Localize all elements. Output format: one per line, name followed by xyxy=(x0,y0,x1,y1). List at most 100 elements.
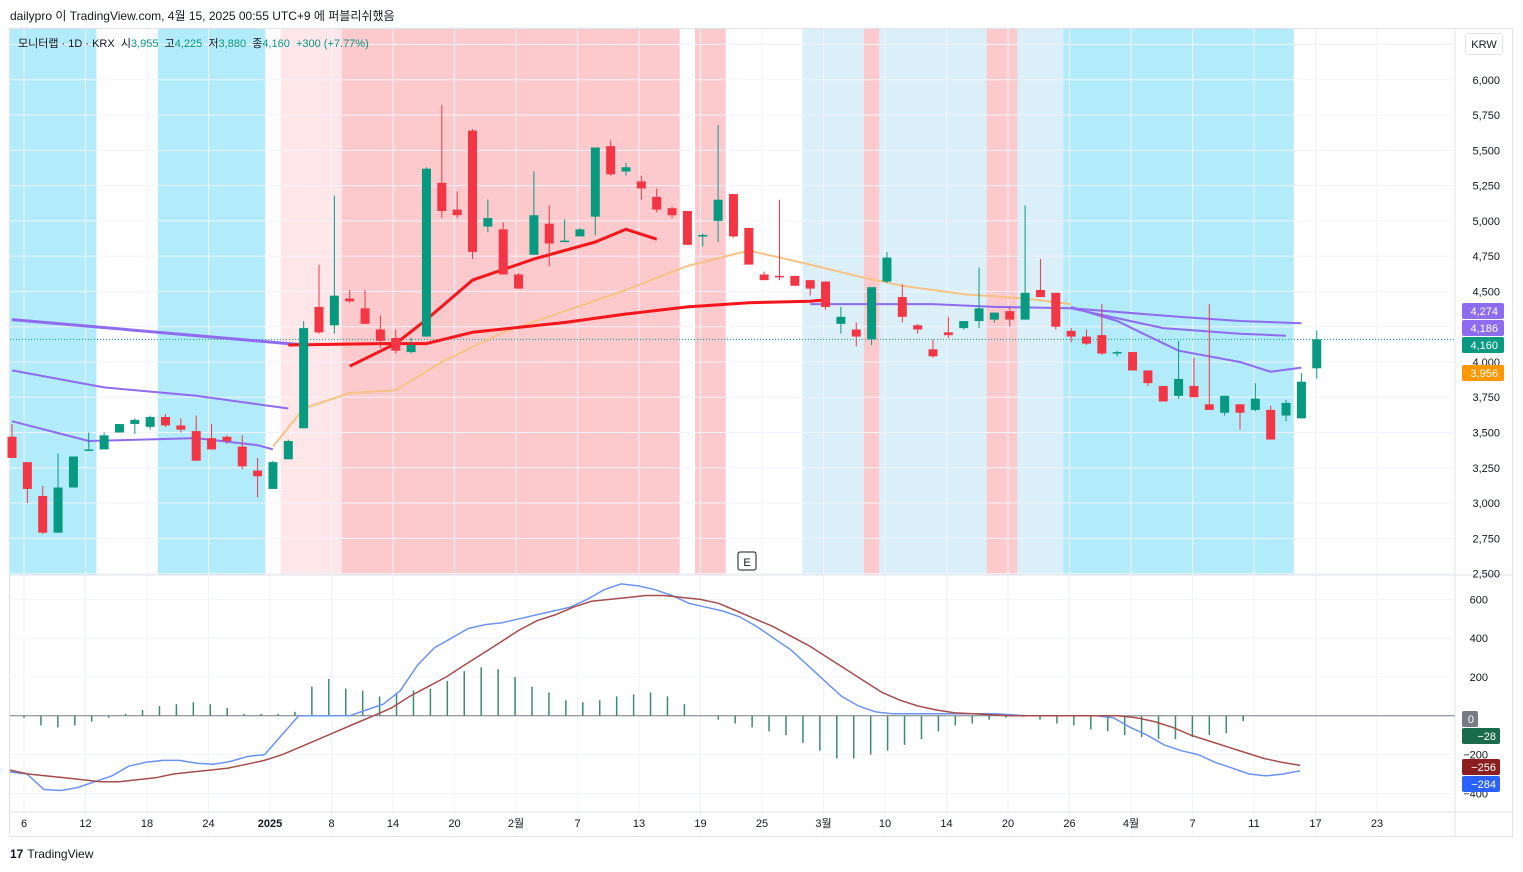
price-tick-label: 3,250 xyxy=(1472,463,1500,475)
high-value: 4,225 xyxy=(174,38,203,50)
earnings-event-marker xyxy=(737,551,757,571)
candle-body xyxy=(1128,352,1138,371)
candle-body xyxy=(53,487,63,533)
moving-average-line-9 xyxy=(1070,307,1287,337)
candle-body xyxy=(1266,409,1276,440)
candle-body xyxy=(1097,335,1107,354)
candle-body xyxy=(1220,395,1230,413)
currency-button[interactable]: KRW xyxy=(1465,33,1503,55)
macd-value-badge xyxy=(1462,728,1500,744)
time-tick-label: 14 xyxy=(387,818,399,830)
price-tick-label: 3,750 xyxy=(1472,392,1500,404)
candle-body xyxy=(974,308,984,322)
candle-body xyxy=(606,146,616,175)
price-tick-label: 5,750 xyxy=(1472,110,1500,122)
price-tick-label: 5,000 xyxy=(1472,216,1500,228)
candle-body xyxy=(867,287,877,340)
moving-average-line-4 xyxy=(288,298,826,347)
candle-body xyxy=(360,308,370,324)
candle-body xyxy=(391,337,401,351)
candle-body xyxy=(698,234,708,237)
background-band-8 xyxy=(986,29,1018,575)
time-tick-label: 3월 xyxy=(815,817,831,830)
candle-body xyxy=(1051,292,1061,327)
macd-pane xyxy=(9,583,1455,792)
earnings-event-label: E xyxy=(743,557,750,569)
candle-body xyxy=(22,462,32,489)
candle-body xyxy=(636,181,646,189)
time-tick-label: 6 xyxy=(21,818,27,830)
candle-body xyxy=(1189,385,1199,398)
macd-tick-label: 200 xyxy=(1470,672,1488,684)
candle-body xyxy=(805,280,815,289)
macd-tick-label: 400 xyxy=(1470,633,1488,645)
candle-body xyxy=(114,424,124,433)
time-tick-label: 23 xyxy=(1371,818,1383,830)
candle-body xyxy=(145,416,155,427)
candle-body xyxy=(299,328,309,429)
time-tick-label: 2025 xyxy=(258,818,282,830)
candle-body xyxy=(452,209,462,216)
time-tick-label: 14 xyxy=(940,818,952,830)
time-tick-label: 10 xyxy=(879,818,891,830)
candle-body xyxy=(314,306,324,333)
candle-body xyxy=(375,329,385,341)
price-tick-label: 3,000 xyxy=(1472,498,1500,510)
candle-body xyxy=(130,419,140,425)
candle-body xyxy=(790,275,800,286)
candle-body xyxy=(682,211,692,245)
brand-name: TradingView xyxy=(27,847,94,861)
price-axis-badge-text: 4,274 xyxy=(1470,306,1498,318)
candle-body xyxy=(498,229,508,275)
background-bands xyxy=(10,29,1294,575)
candle-body xyxy=(943,332,953,336)
candle-body xyxy=(68,456,78,488)
price-tick-label: 4,750 xyxy=(1472,251,1500,263)
candle-body xyxy=(529,215,539,255)
candle-body xyxy=(406,345,416,353)
candle-body xyxy=(775,275,784,278)
macd-value-badge-text: −28 xyxy=(1477,731,1496,743)
candle-body xyxy=(882,257,892,282)
price-axis-badge xyxy=(1462,320,1504,336)
candle-body xyxy=(161,416,170,426)
close-label: 종 xyxy=(252,38,263,50)
tradingview-branding[interactable]: 17 TradingView xyxy=(10,847,93,861)
time-tick-label: 17 xyxy=(1309,818,1321,830)
candle-body xyxy=(713,199,723,221)
candle-body xyxy=(851,329,861,337)
background-band-7 xyxy=(879,29,1003,575)
open-value: 3,955 xyxy=(130,38,159,50)
signal-line xyxy=(9,594,1301,783)
macd-value-badge xyxy=(1462,776,1500,792)
price-labels: 4,274 4,186 4,160 3,956 0−28 −256 −284 xyxy=(1462,303,1504,792)
candle-body xyxy=(928,349,938,357)
symbol-name[interactable]: 모니터랩 · 1D · KRX xyxy=(18,38,115,50)
candle-body xyxy=(345,298,355,302)
time-tick-label: 11 xyxy=(1248,818,1259,830)
chart-frame xyxy=(9,28,1513,837)
candle-body xyxy=(1112,352,1122,354)
symbol-legend: 모니터랩 · 1D · KRX 시3,955 고4,225 저3,880 종4,… xyxy=(18,35,369,51)
candle-body xyxy=(667,208,677,216)
background-band-3 xyxy=(342,29,680,575)
price-tick-label: 2,750 xyxy=(1472,533,1500,545)
candle-body xyxy=(253,470,263,477)
time-tick-label: 24 xyxy=(202,818,214,830)
candle-body xyxy=(437,182,447,211)
macd-value-badge-text: −284 xyxy=(1471,779,1496,791)
candle-body xyxy=(421,168,431,337)
candle-body xyxy=(1296,381,1306,419)
candle-body xyxy=(1020,292,1030,320)
candle-body xyxy=(7,436,17,458)
candle-body xyxy=(222,436,232,441)
candle-body xyxy=(1204,404,1214,410)
candle-body xyxy=(989,312,999,320)
macd-tick-label: 600 xyxy=(1470,594,1488,606)
candle-body xyxy=(483,218,493,227)
macd-value-badge-text: −256 xyxy=(1471,762,1496,774)
time-tick-label: 12 xyxy=(79,818,91,830)
price-tick-label: 4,500 xyxy=(1472,286,1500,298)
low-label: 저 xyxy=(208,38,219,50)
